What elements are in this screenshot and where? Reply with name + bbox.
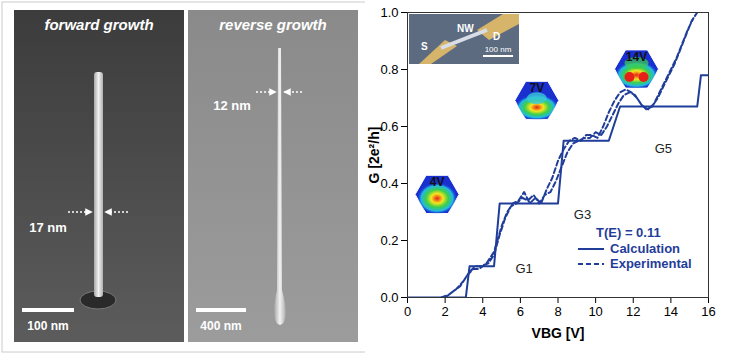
svg-text:10: 10: [588, 304, 602, 319]
svg-text:100 nm: 100 nm: [27, 319, 68, 333]
svg-text:0: 0: [404, 304, 411, 319]
svg-text:0.2: 0.2: [380, 233, 398, 248]
svg-text:12: 12: [626, 304, 640, 319]
svg-text:1.0: 1.0: [380, 5, 398, 20]
svg-text:forward growth: forward growth: [44, 16, 153, 33]
svg-text:14: 14: [664, 304, 678, 319]
svg-text:G [2e²/h]: G [2e²/h]: [366, 127, 382, 184]
svg-text:reverse growth: reverse growth: [219, 16, 327, 33]
svg-text:6: 6: [517, 304, 524, 319]
svg-text:400 nm: 400 nm: [200, 319, 241, 333]
svg-text:NW: NW: [457, 23, 474, 34]
svg-text:16: 16: [701, 304, 715, 319]
svg-text:12 nm: 12 nm: [213, 98, 251, 113]
svg-text:VBG [V]: VBG [V]: [532, 325, 585, 341]
svg-text:0.0: 0.0: [380, 290, 398, 305]
svg-text:G1: G1: [515, 261, 532, 276]
svg-text:0.6: 0.6: [380, 119, 398, 134]
svg-text:T(E) = 0.11: T(E) = 0.11: [596, 225, 661, 240]
svg-text:S: S: [421, 41, 428, 52]
svg-text:0.8: 0.8: [380, 62, 398, 77]
svg-text:17 nm: 17 nm: [29, 220, 67, 235]
svg-text:G5: G5: [655, 141, 672, 156]
svg-text:0.4: 0.4: [380, 176, 398, 191]
svg-text:100 nm: 100 nm: [485, 45, 512, 54]
svg-text:4: 4: [479, 304, 486, 319]
svg-text:Experimental: Experimental: [610, 256, 692, 271]
svg-text:14V: 14V: [626, 50, 647, 64]
svg-text:D: D: [493, 31, 500, 42]
svg-text:7V: 7V: [529, 81, 544, 95]
svg-text:G3: G3: [574, 207, 591, 222]
svg-text:4V: 4V: [430, 175, 445, 189]
svg-text:Calculation: Calculation: [610, 241, 680, 256]
svg-text:2: 2: [442, 304, 449, 319]
svg-text:8: 8: [554, 304, 561, 319]
